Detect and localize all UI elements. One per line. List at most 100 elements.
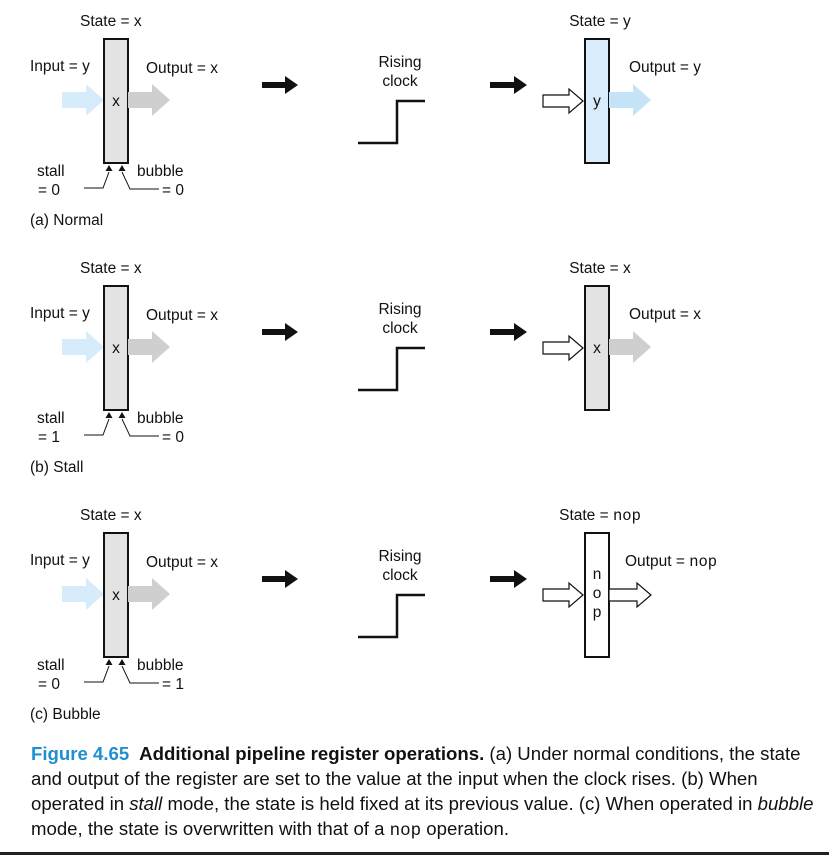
- output-after-prefix: Output =: [629, 306, 693, 323]
- output-after-label: Output = nop: [625, 553, 717, 571]
- caption-code-nop: nop: [389, 821, 422, 841]
- input-arrow: [62, 84, 104, 116]
- rising-clock-edge: [358, 346, 425, 392]
- bubble-value: = 0: [162, 429, 184, 446]
- input-label: Input = y: [30, 305, 90, 322]
- register-after: [584, 285, 610, 411]
- bubble-line: [121, 665, 159, 684]
- figure-title: Additional pipeline register operations.: [139, 743, 485, 764]
- bubble-line: [121, 418, 159, 437]
- input-arrow: [62, 578, 104, 610]
- transition-arrow-left: [262, 76, 298, 94]
- bubble-label: bubble: [137, 657, 184, 674]
- register-after-content-2: p: [593, 604, 602, 621]
- stall-value: = 0: [38, 182, 60, 199]
- caption-text-4: operation.: [421, 818, 510, 839]
- bubble-value: = 0: [162, 182, 184, 199]
- clock-label-line2: clock: [382, 320, 418, 337]
- stall-label: stall: [37, 410, 65, 427]
- state-after-prefix: State =: [559, 507, 613, 524]
- panel-label: (a) Normal: [30, 212, 103, 229]
- bubble-label: bubble: [137, 163, 184, 180]
- bubble-arrow: [118, 659, 126, 665]
- stall-arrow: [105, 165, 113, 171]
- stall-arrow: [105, 412, 113, 418]
- clock-label-line2: clock: [382, 567, 418, 584]
- state-after-prefix: State =: [569, 260, 623, 277]
- clock-label-line2: clock: [382, 73, 418, 90]
- output-arrow-after: [609, 84, 651, 116]
- register-after: [584, 38, 610, 164]
- panel-normal: State = x Input = y Output = x x stall = 0 bub…: [30, 13, 701, 229]
- bubble-value: = 1: [162, 676, 184, 693]
- input-arrow: [62, 331, 104, 363]
- transition-arrow-left: [262, 323, 298, 341]
- output-after-label: Output = x: [629, 306, 701, 323]
- input-label: Input = y: [30, 552, 90, 569]
- output-arrow-after: [609, 331, 651, 363]
- input-label: Input = y: [30, 58, 90, 75]
- clock-label-line1: Rising: [378, 301, 421, 318]
- transition-arrow-right: [490, 570, 527, 588]
- rising-clock-edge: [358, 593, 425, 639]
- bottom-rule: [0, 852, 829, 855]
- state-after-label: State = x: [569, 260, 631, 277]
- output-arrow-before: [128, 578, 170, 610]
- figure-number: Figure 4.65: [31, 743, 130, 764]
- stall-label: stall: [37, 163, 65, 180]
- state-after-value: nop: [613, 507, 641, 525]
- state-before-label: State = x: [80, 507, 142, 524]
- figure-caption: Figure 4.65 Additional pipeline register …: [31, 741, 826, 844]
- output-before-label: Output = x: [146, 554, 218, 571]
- register-after-content-1: o: [593, 585, 602, 602]
- panel-bubble: State = x Input = y Output = x x stall = 0 bub…: [30, 507, 717, 723]
- register-before-content: x: [112, 93, 120, 110]
- state-after-value: x: [623, 260, 631, 277]
- output-after-prefix: Output =: [625, 553, 689, 570]
- bubble-line: [121, 171, 159, 190]
- register-before: [103, 38, 129, 164]
- output-arrow-before: [128, 331, 170, 363]
- register-after-content: y: [593, 93, 601, 110]
- caption-text-2: mode, the state is held fixed at its pre…: [162, 793, 758, 814]
- clock-label-line1: Rising: [378, 548, 421, 565]
- state-before-label: State = x: [80, 13, 142, 30]
- state-after-label: State = y: [569, 13, 631, 30]
- clock-label-line1: Rising: [378, 54, 421, 71]
- register-before-content: x: [112, 587, 120, 604]
- state-after-prefix: State =: [569, 13, 623, 30]
- caption-text-3: mode, the state is overwritten with that…: [31, 818, 390, 839]
- caption-text-1: (a) Under normal conditions, the state a…: [31, 743, 801, 814]
- output-after-value: x: [693, 306, 701, 323]
- bubble-arrow: [118, 412, 126, 418]
- state-after-label: State = nop: [559, 507, 641, 525]
- stall-label: stall: [37, 657, 65, 674]
- stall-arrow: [105, 659, 113, 665]
- caption-emphasis-bubble: bubble: [757, 793, 814, 814]
- output-arrow-after: [608, 581, 652, 609]
- stall-line: [84, 418, 110, 436]
- register-before-content: x: [112, 340, 120, 357]
- stall-value: = 1: [38, 429, 60, 446]
- input-arrow-after: [542, 581, 584, 609]
- caption-emphasis-stall: stall: [129, 793, 163, 814]
- panel-label: (b) Stall: [30, 459, 83, 476]
- bubble-arrow: [118, 165, 126, 171]
- register-after-content-0: n: [593, 566, 602, 583]
- register-after-content: x: [593, 340, 601, 357]
- output-before-label: Output = x: [146, 60, 218, 77]
- transition-arrow-right: [490, 76, 527, 94]
- stall-line: [84, 171, 110, 189]
- register-after: [584, 532, 610, 658]
- output-before-label: Output = x: [146, 307, 218, 324]
- rising-clock-edge: [358, 99, 425, 145]
- output-after-value: nop: [689, 553, 717, 571]
- input-arrow-after: [542, 87, 584, 115]
- state-after-value: y: [623, 13, 631, 30]
- stall-line: [84, 665, 110, 683]
- state-before-label: State = x: [80, 260, 142, 277]
- output-after-value: y: [693, 59, 701, 76]
- panel-label: (c) Bubble: [30, 706, 101, 723]
